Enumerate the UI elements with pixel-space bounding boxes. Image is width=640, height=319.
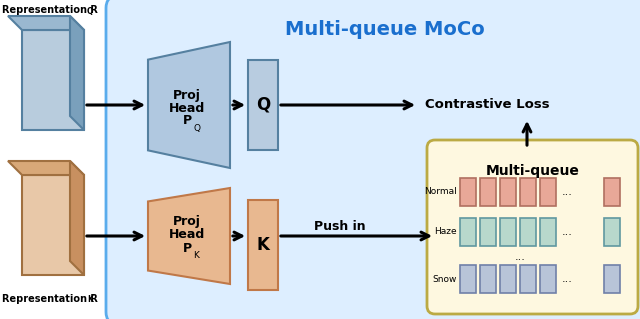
Text: P: P — [182, 115, 191, 128]
Polygon shape — [148, 42, 230, 168]
Polygon shape — [148, 188, 230, 284]
FancyBboxPatch shape — [500, 265, 516, 293]
Polygon shape — [70, 161, 84, 275]
FancyBboxPatch shape — [500, 178, 516, 206]
Text: Multi-queue: Multi-queue — [486, 164, 579, 178]
Polygon shape — [8, 16, 84, 30]
FancyBboxPatch shape — [480, 265, 496, 293]
FancyBboxPatch shape — [460, 178, 476, 206]
Text: Contrastive Loss: Contrastive Loss — [425, 99, 550, 112]
Text: Representation R: Representation R — [2, 5, 98, 15]
Text: Representation R: Representation R — [2, 294, 98, 304]
Text: K: K — [87, 295, 93, 304]
Polygon shape — [22, 30, 84, 130]
Text: ...: ... — [562, 227, 573, 237]
Text: ...: ... — [562, 274, 573, 284]
Text: Push in: Push in — [314, 219, 366, 233]
Text: Haze: Haze — [435, 227, 457, 236]
FancyBboxPatch shape — [500, 218, 516, 246]
Text: K: K — [257, 236, 269, 254]
Text: Q: Q — [256, 96, 270, 114]
Text: K: K — [193, 251, 199, 260]
FancyBboxPatch shape — [248, 60, 278, 150]
Text: Snow: Snow — [433, 275, 457, 284]
FancyBboxPatch shape — [106, 0, 640, 319]
FancyBboxPatch shape — [540, 265, 556, 293]
FancyBboxPatch shape — [604, 178, 620, 206]
FancyBboxPatch shape — [604, 265, 620, 293]
FancyBboxPatch shape — [520, 265, 536, 293]
FancyBboxPatch shape — [520, 218, 536, 246]
Text: Proj: Proj — [173, 216, 201, 228]
Polygon shape — [8, 161, 84, 175]
FancyBboxPatch shape — [460, 218, 476, 246]
FancyBboxPatch shape — [604, 218, 620, 246]
Text: Normal: Normal — [424, 188, 457, 197]
FancyBboxPatch shape — [480, 178, 496, 206]
Text: Multi-queue MoCo: Multi-queue MoCo — [285, 20, 485, 39]
Polygon shape — [22, 175, 84, 275]
FancyBboxPatch shape — [540, 178, 556, 206]
FancyBboxPatch shape — [248, 200, 278, 290]
FancyBboxPatch shape — [520, 178, 536, 206]
Text: Q: Q — [87, 7, 93, 16]
Text: P: P — [182, 241, 191, 255]
Text: Head: Head — [169, 101, 205, 115]
Text: Proj: Proj — [173, 88, 201, 101]
Text: ...: ... — [515, 252, 525, 262]
Text: ...: ... — [562, 187, 573, 197]
FancyBboxPatch shape — [427, 140, 638, 314]
FancyBboxPatch shape — [480, 218, 496, 246]
Polygon shape — [70, 16, 84, 130]
FancyBboxPatch shape — [540, 218, 556, 246]
Text: Q: Q — [193, 124, 200, 133]
FancyBboxPatch shape — [460, 265, 476, 293]
Text: Head: Head — [169, 228, 205, 241]
